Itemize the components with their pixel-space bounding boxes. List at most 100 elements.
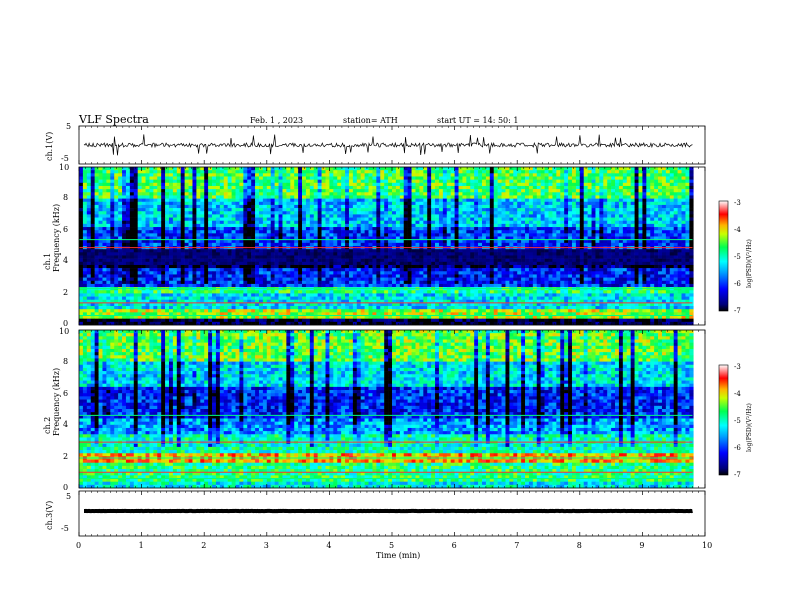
spectrogram-cell	[172, 189, 178, 193]
spectrogram-cell	[540, 214, 545, 218]
spectrogram-cell	[556, 223, 561, 228]
spectrogram-cell	[94, 204, 99, 209]
spectrogram-cell	[227, 242, 232, 247]
spectrogram-cell	[172, 239, 178, 244]
spectrogram-cell	[352, 208, 358, 212]
spectrogram-cell	[188, 204, 193, 209]
spectrogram-cell	[364, 220, 369, 225]
spectrogram-cell	[302, 223, 307, 228]
spectrogram-cell	[497, 211, 502, 215]
spectrogram-cell	[356, 239, 361, 244]
spectrogram-cell	[399, 179, 405, 184]
spectrogram-cell	[333, 204, 338, 209]
spectrogram-cell	[380, 189, 385, 193]
spectrogram-cell	[157, 230, 162, 234]
spectrogram-cell	[345, 170, 350, 174]
spectrogram-cell	[673, 198, 678, 203]
spectrogram-cell	[505, 236, 510, 240]
spectrogram-cell	[677, 204, 682, 209]
spectrogram-cell	[591, 204, 596, 209]
spectrogram-cell	[470, 170, 475, 174]
spectrogram-cell	[376, 242, 381, 247]
spectrogram-cell	[505, 258, 510, 263]
spectrogram-cell	[618, 242, 624, 247]
spectrogram-cell	[266, 217, 272, 222]
spectrogram-cell	[235, 173, 240, 177]
spectrogram-cell	[450, 208, 455, 212]
spectrogram-cell	[157, 198, 162, 203]
spectrogram-cell	[266, 170, 272, 174]
spectrogram-cell	[634, 261, 639, 266]
spectrogram-cell	[270, 242, 275, 247]
spectrogram-cell	[575, 185, 581, 190]
spectrogram-cell	[403, 208, 408, 212]
spectrogram-cell	[188, 239, 193, 244]
spectrogram-cell	[305, 182, 311, 187]
spectrogram-cell	[122, 195, 127, 199]
spectrogram-cell	[298, 255, 303, 259]
spectrogram-cell	[79, 239, 84, 244]
spectrogram-cell	[219, 230, 225, 234]
spectrogram-cell	[94, 176, 99, 180]
spectrogram-cell	[571, 189, 577, 193]
spectrogram-cell	[485, 179, 491, 184]
spectrogram-cell	[587, 185, 592, 190]
spectrogram-cell	[110, 264, 115, 269]
spectrogram-cell	[352, 179, 358, 184]
spectrogram-cell	[579, 239, 585, 244]
spectrogram-cell	[298, 258, 303, 263]
spectrogram-cell	[364, 249, 369, 253]
spectrogram-cell	[595, 179, 600, 184]
spectrogram-cell	[219, 192, 225, 196]
spectrogram-cell	[227, 255, 232, 259]
spectrogram-cell	[219, 182, 225, 187]
spectrogram-cell	[669, 176, 674, 180]
spectrogram-cell	[235, 195, 240, 199]
spectrogram-cell	[94, 167, 99, 171]
spectrogram-cell	[685, 249, 690, 253]
spectrogram-cell	[376, 208, 381, 212]
spectrogram-cell	[384, 236, 389, 240]
spectrogram-cell	[481, 182, 487, 187]
spectrogram-cell	[372, 249, 377, 253]
spectrogram-cell	[137, 217, 142, 222]
spectrogram-cell	[525, 261, 530, 266]
spectrogram-cell	[215, 223, 221, 228]
spectrogram-cell	[266, 220, 272, 225]
spectrogram-cell	[180, 220, 185, 225]
spectrogram-cell	[560, 170, 565, 174]
spectrogram-cell	[438, 220, 444, 225]
spectrogram-cell	[176, 249, 182, 253]
spectrogram-cell	[278, 182, 283, 187]
spectrogram-cell	[388, 204, 393, 209]
spectrogram-cell	[360, 201, 365, 206]
spectrogram-cell	[90, 227, 95, 231]
spectrogram-cell	[282, 211, 287, 215]
spectrogram-cell	[431, 214, 436, 218]
spectrogram-cell	[325, 227, 330, 231]
spectrogram-cell	[478, 182, 483, 187]
spectrogram-cell	[685, 198, 690, 203]
spectrogram-cell	[501, 220, 506, 225]
spectrogram-cell	[442, 189, 448, 193]
spectrogram-cell	[200, 233, 205, 237]
spectrogram-cell	[372, 214, 377, 218]
spectrogram-cell	[313, 255, 318, 259]
spectrogram-cell	[466, 242, 471, 247]
spectrogram-cell	[423, 233, 428, 237]
spectrogram-cell	[196, 167, 201, 171]
spectrogram-cell	[485, 189, 491, 193]
spectrogram-cell	[262, 167, 268, 171]
spectrogram-cell	[395, 189, 401, 193]
spectrogram-cell	[137, 242, 142, 247]
spectrogram-cell	[239, 249, 244, 253]
spectrogram-cell	[450, 223, 455, 228]
spectrogram-cell	[528, 214, 534, 218]
spectrogram-cell	[622, 239, 628, 244]
spectrogram-cell	[188, 189, 193, 193]
spectrogram-cell	[188, 208, 193, 212]
spectrogram-cell	[231, 261, 236, 266]
spectrogram-cell	[161, 167, 166, 171]
spectrogram-cell	[685, 182, 690, 187]
spectrogram-cell	[192, 242, 197, 247]
